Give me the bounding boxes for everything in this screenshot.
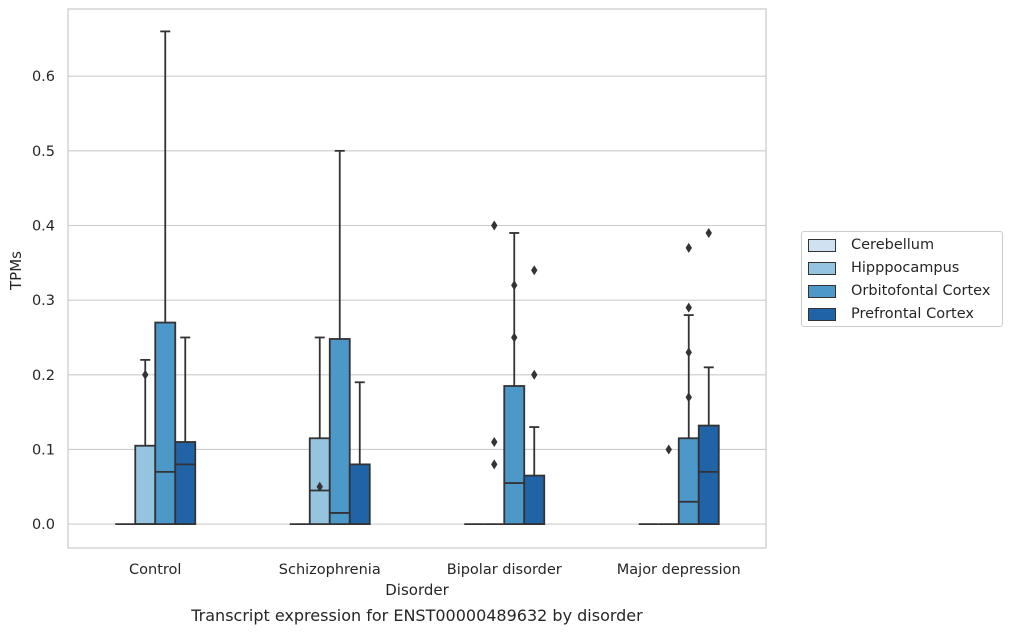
outlier-point bbox=[685, 347, 692, 358]
legend-item: Hipppocampus bbox=[808, 258, 959, 278]
box-group bbox=[174, 336, 197, 526]
box-group bbox=[134, 358, 157, 526]
x-tick-label: Bipolar disorder bbox=[447, 562, 562, 578]
legend-label: Orbitofontal Cortex bbox=[851, 283, 991, 299]
y-tick-label: 0.4 bbox=[32, 218, 55, 234]
legend-swatch bbox=[808, 307, 836, 321]
box-group bbox=[658, 444, 679, 526]
outlier-point bbox=[705, 227, 712, 238]
outlier-point bbox=[531, 265, 538, 276]
box-group bbox=[348, 381, 371, 526]
box-group bbox=[677, 242, 700, 526]
y-axis-label: TPMs bbox=[7, 251, 25, 291]
outlier-point bbox=[511, 280, 518, 291]
x-tick-label: Schizophrenia bbox=[279, 562, 381, 578]
box-body bbox=[677, 437, 700, 526]
y-tick-label: 0.6 bbox=[32, 69, 55, 85]
box-body bbox=[503, 385, 526, 526]
outlier-point bbox=[685, 242, 692, 253]
box-group bbox=[697, 227, 720, 526]
box-group bbox=[154, 30, 177, 526]
legend-swatch bbox=[808, 261, 836, 275]
legend-item: Orbitofontal Cortex bbox=[808, 281, 990, 301]
box-body bbox=[328, 338, 351, 526]
y-tick-label: 0.5 bbox=[32, 144, 55, 160]
box-body bbox=[134, 444, 157, 526]
plot-frame bbox=[67, 8, 767, 549]
outlier-point bbox=[142, 369, 149, 380]
outlier-point bbox=[685, 302, 692, 313]
y-tick-label: 0.0 bbox=[32, 517, 55, 533]
outlier-point bbox=[491, 436, 498, 447]
box-body bbox=[523, 474, 546, 526]
legend-swatch bbox=[808, 238, 836, 252]
legend-item: Prefrontal Cortex bbox=[808, 304, 974, 324]
box-group bbox=[523, 265, 546, 526]
outlier-point bbox=[491, 220, 498, 231]
legend: Cerebellum Hipppocampus Orbitofontal Corte… bbox=[801, 231, 1003, 327]
box-body bbox=[174, 441, 197, 526]
y-tick-label: 0.3 bbox=[32, 293, 55, 309]
outlier-point bbox=[316, 481, 323, 492]
y-tick-label: 0.2 bbox=[32, 368, 55, 384]
x-axis-label: Disorder bbox=[385, 581, 449, 599]
legend-swatch bbox=[808, 284, 836, 298]
x-tick-label: Control bbox=[129, 562, 181, 578]
box-body bbox=[308, 437, 331, 526]
figure-caption: Transcript expression for ENST0000048963… bbox=[191, 606, 643, 625]
legend-label: Hipppocampus bbox=[851, 260, 960, 276]
legend-label: Cerebellum bbox=[851, 237, 935, 253]
outlier-point bbox=[531, 369, 538, 380]
y-tick-label: 0.1 bbox=[32, 442, 55, 458]
box-group bbox=[484, 220, 505, 526]
box-group bbox=[308, 336, 331, 526]
x-tick-label: Major depression bbox=[617, 562, 741, 578]
outlier-point bbox=[665, 444, 672, 455]
box-group bbox=[328, 149, 351, 526]
outlier-point bbox=[685, 392, 692, 403]
box-body bbox=[154, 321, 177, 526]
legend-item: Cerebellum bbox=[808, 235, 934, 255]
box-body bbox=[697, 424, 720, 526]
outlier-point bbox=[491, 459, 498, 470]
box-body bbox=[348, 463, 371, 526]
box-group bbox=[503, 232, 526, 526]
legend-label: Prefrontal Cortex bbox=[851, 306, 974, 322]
outlier-point bbox=[511, 332, 518, 343]
